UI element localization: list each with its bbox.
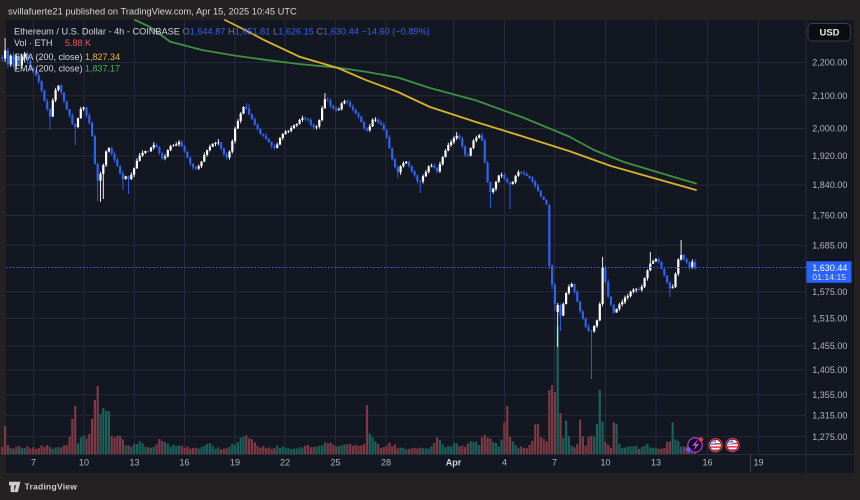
svg-text:13: 13 — [651, 458, 661, 468]
svg-text:SMA (200, close) 1,827.34: SMA (200, close) 1,827.34 — [14, 52, 120, 62]
svg-text:19: 19 — [230, 458, 240, 468]
svg-text:7: 7 — [552, 458, 557, 468]
svg-text:1,920.00: 1,920.00 — [812, 151, 847, 161]
svg-text:2,000.00: 2,000.00 — [812, 124, 847, 134]
svg-text:2,200.00: 2,200.00 — [812, 58, 847, 68]
svg-text:1,515.00: 1,515.00 — [812, 313, 847, 323]
svg-text:svillafuerte21 published on Tr: svillafuerte21 published on TradingView.… — [8, 6, 297, 16]
svg-text:Ethereum / U.S. Dollar - 4h -: Ethereum / U.S. Dollar - 4h - COINBASE O… — [14, 27, 430, 37]
svg-text:TradingView: TradingView — [25, 482, 78, 492]
svg-text:19: 19 — [753, 458, 763, 468]
svg-text:28: 28 — [381, 458, 391, 468]
svg-text:13: 13 — [129, 458, 139, 468]
svg-text:1,840.00: 1,840.00 — [812, 180, 847, 190]
svg-text:1,455.00: 1,455.00 — [812, 341, 847, 351]
svg-text:2,100.00: 2,100.00 — [812, 91, 847, 101]
svg-text:10: 10 — [79, 458, 89, 468]
svg-text:1,575.00: 1,575.00 — [812, 287, 847, 297]
svg-text:Apr: Apr — [446, 458, 462, 468]
svg-text:1,275.00: 1,275.00 — [812, 432, 847, 442]
svg-text:7: 7 — [31, 458, 36, 468]
svg-text:10: 10 — [600, 458, 610, 468]
svg-text:16: 16 — [179, 458, 189, 468]
svg-text:Vol · ETH 5.88 K: Vol · ETH 5.88 K — [14, 38, 91, 48]
svg-text:1,315.00: 1,315.00 — [812, 410, 847, 420]
svg-text:1,630.44: 1,630.44 — [812, 263, 847, 273]
svg-text:USD: USD — [819, 28, 839, 39]
svg-text:25: 25 — [330, 458, 340, 468]
svg-text:1,760.00: 1,760.00 — [812, 211, 847, 221]
svg-text:4: 4 — [502, 458, 507, 468]
svg-text:EMA (200, close) 1,837.17: EMA (200, close) 1,837.17 — [14, 64, 120, 74]
svg-text:16: 16 — [702, 458, 712, 468]
svg-text:01:14:15: 01:14:15 — [812, 272, 846, 282]
svg-text:22: 22 — [280, 458, 290, 468]
svg-text:1,405.00: 1,405.00 — [812, 365, 847, 375]
svg-text:1,355.00: 1,355.00 — [812, 390, 847, 400]
svg-text:1,685.00: 1,685.00 — [812, 241, 847, 251]
